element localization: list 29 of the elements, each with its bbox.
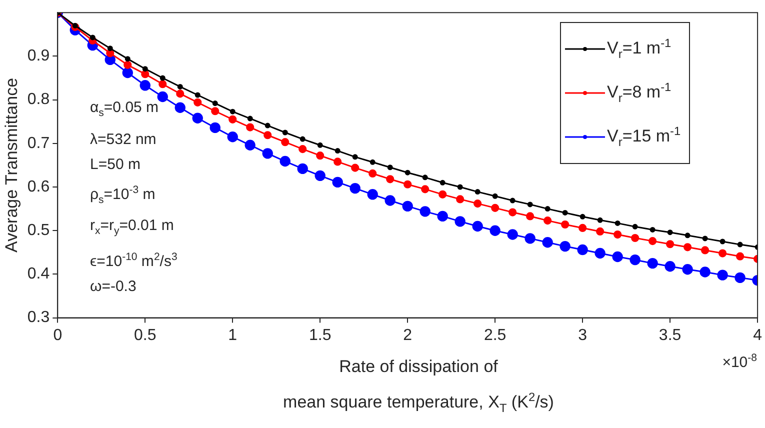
y-tick-label: 0.6 xyxy=(27,178,50,196)
x-tick-label: 0.5 xyxy=(134,326,156,344)
annotation: ρ$_{s}$=10$^{-3}$ m xyxy=(90,182,156,208)
y-tick-label: 0.4 xyxy=(27,266,50,283)
text: ×10$^{-8}$ xyxy=(722,352,757,371)
y-axis-title: Average Transmittance xyxy=(2,78,21,252)
x-axis-title: Rate of dissipation of mean square temperature, X$_{T}$ (K$^{2}$/s) xyxy=(283,357,554,416)
y-tick-label: 0.3 xyxy=(27,309,50,326)
x-tick-label: 1.5 xyxy=(308,326,332,344)
x-tick-label: 2.5 xyxy=(484,326,506,344)
annotation: L=50 m xyxy=(90,155,142,175)
x-tick-label: 2 xyxy=(403,326,412,344)
x-tick-label: 1 xyxy=(228,326,238,344)
annotation: ω=-0.3 xyxy=(90,277,138,297)
legend-label: V$_{r}$=1 m$^{-1}$ xyxy=(607,36,672,62)
legend-label: V$_{r}$=15 m$^{-1}$ xyxy=(607,124,681,150)
annotation: r$_{x}$=r$_{y}$=0.01 m xyxy=(90,216,175,239)
y-tick-label: 0.5 xyxy=(27,222,50,240)
legend-label: V$_{r}$=8 m$^{-1}$ xyxy=(607,80,672,106)
y-tick-label: 0.9 xyxy=(27,48,50,65)
annotation: ϵ=10$^{-10}$ m$^{2}$/s$^{3}$ xyxy=(90,250,178,272)
annotation: α$_{s}$=0.05 m xyxy=(90,98,160,121)
y-tick-label: 0.8 xyxy=(27,91,50,108)
x-tick-label: 0 xyxy=(53,326,62,344)
x-tick-label: 3 xyxy=(578,326,588,344)
y-tick-label: 0.7 xyxy=(27,134,50,152)
x-tick-label: 3.5 xyxy=(658,326,682,344)
x-tick-label: 4 xyxy=(753,326,762,344)
annotation: λ=532 nm xyxy=(90,130,158,150)
